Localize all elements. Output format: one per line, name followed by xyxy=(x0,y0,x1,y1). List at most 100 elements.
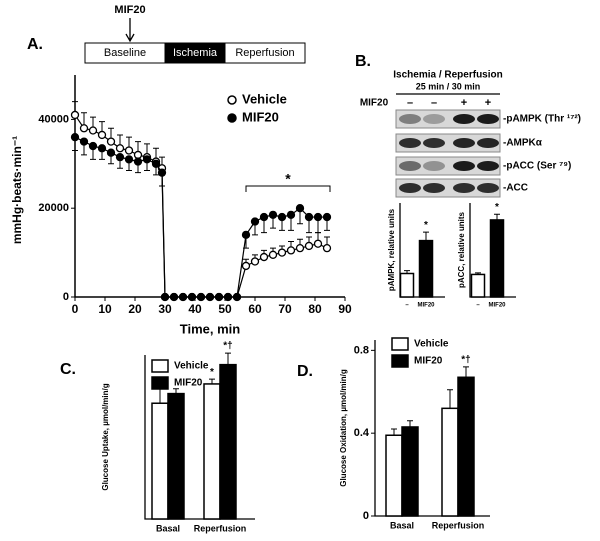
y-axis-label: Glucose Oxidation, µmol/min/g xyxy=(339,369,348,487)
data-point xyxy=(205,292,215,302)
data-point xyxy=(97,144,107,153)
legend-marker xyxy=(227,95,237,105)
data-point xyxy=(142,155,152,164)
data-point xyxy=(241,230,251,239)
error-bar xyxy=(391,428,397,436)
y-tick-label: 0 xyxy=(363,510,369,522)
data-point xyxy=(106,148,116,157)
error-bar xyxy=(447,389,453,409)
blot-band xyxy=(477,183,499,193)
band-label: -pACC (Ser ⁷⁹) xyxy=(503,161,571,172)
x-tick-label: 50 xyxy=(218,302,232,316)
blot-band xyxy=(399,183,421,193)
data-point xyxy=(79,124,89,133)
blot-strip xyxy=(395,156,501,176)
lane-sign: + xyxy=(485,97,491,109)
blot-treatment: MIF20 xyxy=(360,98,389,109)
blot-band xyxy=(477,114,499,124)
band-label: -ACC xyxy=(503,183,528,194)
bar xyxy=(203,383,221,520)
panel-label: D. xyxy=(297,363,313,380)
significance-bracket xyxy=(245,185,331,192)
data-point xyxy=(133,150,143,160)
y-axis-label: pAMPK, relative units xyxy=(387,208,396,291)
significance-mark: * xyxy=(495,202,499,213)
legend-label: MIF20 xyxy=(174,378,203,389)
error-bar xyxy=(407,420,413,427)
legend-swatch xyxy=(151,359,169,373)
arrow xyxy=(125,18,135,43)
data-point xyxy=(295,244,305,253)
blot-band xyxy=(423,161,445,171)
protocol-label: Reperfusion xyxy=(235,47,294,59)
legend-swatch xyxy=(391,337,409,351)
treatment-label: MIF20 xyxy=(114,4,145,16)
data-point xyxy=(160,292,170,302)
blot-band xyxy=(453,138,475,148)
protocol-label: Ischemia xyxy=(173,47,218,59)
y-axis-label: pACC, relative units xyxy=(457,211,466,288)
x-tick-label: – xyxy=(476,303,480,309)
x-tick-label: Basal xyxy=(156,523,180,533)
significance-mark: * xyxy=(424,220,428,231)
x-tick-label: 60 xyxy=(248,302,262,316)
y-tick-label: 0.4 xyxy=(354,427,370,439)
x-tick-label: Reperfusion xyxy=(194,523,247,533)
data-point xyxy=(250,257,260,266)
x-tick-label: 20 xyxy=(128,302,142,316)
bar xyxy=(441,407,459,517)
blot-header: Ischemia / Reperfusion xyxy=(393,70,502,81)
significance-mark: *† xyxy=(461,355,470,366)
legend-label: MIF20 xyxy=(414,356,443,367)
x-tick-label: 40 xyxy=(188,302,202,316)
legend-label: Vehicle xyxy=(174,361,209,372)
blot-band xyxy=(423,114,445,124)
data-point xyxy=(268,210,278,220)
error-bar xyxy=(225,352,231,365)
x-tick-label: 70 xyxy=(278,302,292,316)
legend-swatch xyxy=(151,376,169,390)
bar xyxy=(219,363,237,520)
y-tick-label: 20000 xyxy=(38,202,69,214)
blot-band xyxy=(423,138,445,148)
x-tick-label: 30 xyxy=(158,302,172,316)
data-point xyxy=(70,133,80,142)
data-point xyxy=(232,292,242,302)
y-tick-label: 0 xyxy=(63,291,69,303)
data-point xyxy=(88,141,98,151)
x-tick-label: – xyxy=(405,303,409,309)
data-point xyxy=(304,212,314,222)
panel-label: B. xyxy=(355,53,371,70)
data-point xyxy=(277,212,287,222)
bar xyxy=(418,239,434,298)
blot-band xyxy=(477,161,499,171)
data-point xyxy=(187,292,197,302)
significance-mark: * xyxy=(210,367,214,378)
error-bar xyxy=(209,378,215,384)
y-tick-label: 0.8 xyxy=(354,344,369,356)
data-point xyxy=(313,239,323,248)
data-point xyxy=(169,292,179,302)
lane-sign: – xyxy=(407,97,413,109)
legend-marker xyxy=(227,113,237,123)
x-tick-label: Basal xyxy=(390,520,414,530)
legend-label: MIF20 xyxy=(242,109,279,124)
data-point xyxy=(295,204,305,213)
lane-sign: – xyxy=(431,97,437,109)
data-point xyxy=(115,144,125,153)
blot-strip xyxy=(395,133,501,153)
data-point xyxy=(97,130,107,140)
data-point xyxy=(259,212,269,222)
blot-band xyxy=(477,138,499,148)
data-point xyxy=(268,250,278,259)
data-point xyxy=(157,168,167,177)
y-axis-label: mmHg·beats·min⁻¹ xyxy=(10,136,24,244)
blot-band xyxy=(453,161,475,171)
blot-times: 25 min / 30 min xyxy=(416,81,481,91)
bar xyxy=(399,272,415,298)
legend-label: Vehicle xyxy=(414,339,449,350)
data-point xyxy=(151,159,161,168)
band-label: -AMPKα xyxy=(503,138,543,149)
bar xyxy=(151,402,169,520)
